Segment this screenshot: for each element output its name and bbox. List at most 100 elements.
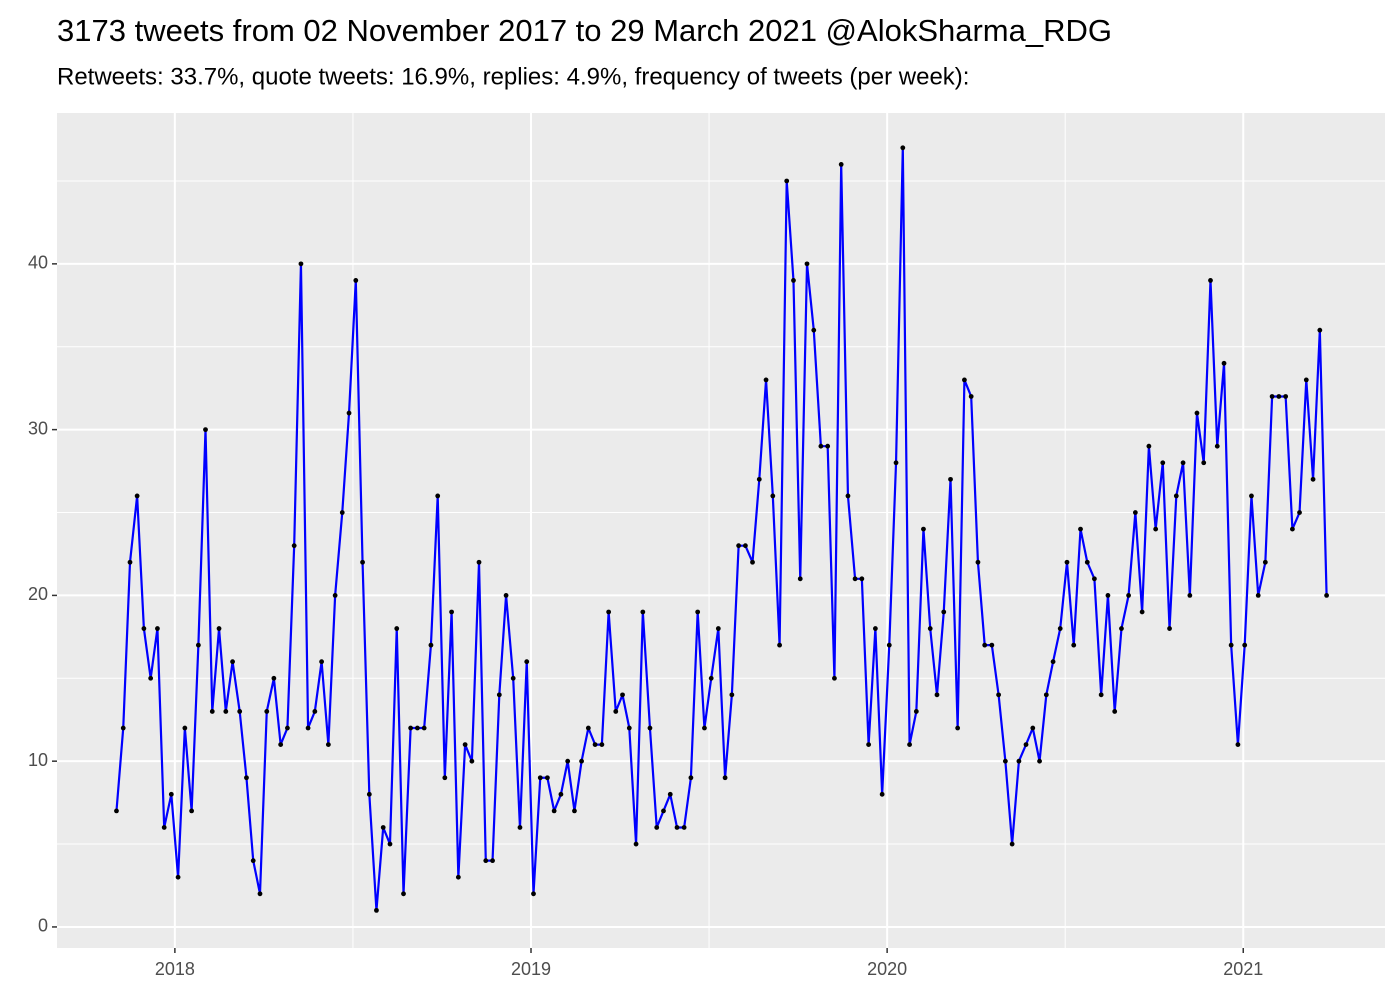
point [1126,593,1131,598]
point [558,791,564,797]
point [681,825,687,830]
plot-background [57,113,1385,948]
point [175,874,181,880]
point [250,858,256,864]
point [394,626,400,631]
point [1084,559,1090,565]
point [1262,559,1268,565]
point [1057,626,1063,631]
point [325,742,331,747]
x-tick-label: 2018 [155,959,195,979]
point [551,808,557,814]
point [1221,360,1227,366]
y-tick-label: 40 [28,253,48,273]
point [1043,692,1049,698]
point [237,709,243,714]
point [722,775,728,781]
point [141,626,147,631]
chart-title: 3173 tweets from 02 November 2017 to 29 … [57,13,1112,48]
point [763,377,769,383]
point [415,725,420,731]
point [633,841,639,847]
point [1119,626,1124,631]
point [852,576,858,582]
point [366,791,372,797]
point [360,559,365,565]
point [469,758,475,764]
point [435,493,441,499]
point [1023,742,1029,747]
point [804,261,810,267]
point [879,791,885,797]
point [496,692,502,698]
point [838,161,844,167]
point [565,758,571,764]
point [1283,394,1289,399]
point [455,874,461,880]
line [115,146,1328,912]
point [1303,377,1309,383]
point [503,593,509,598]
point [1228,642,1234,648]
point [1242,642,1248,648]
point [1180,460,1186,466]
point [1146,443,1152,449]
chart-subtitle: Retweets: 33.7%, quote tweets: 16.9%, re… [57,63,969,90]
point [1194,410,1200,416]
point [223,709,229,714]
point [736,543,742,549]
point [531,891,536,897]
point [401,891,406,897]
point [148,675,154,681]
point [271,675,277,681]
point [872,626,878,631]
point [893,460,899,466]
point [1201,460,1207,466]
point [1255,593,1261,598]
point [1030,725,1036,731]
point [168,791,174,797]
point [866,742,872,747]
point [1208,278,1213,283]
point [989,642,995,648]
point [845,493,851,499]
point [346,410,352,416]
point [449,609,454,615]
point [1235,742,1241,747]
point [968,394,974,399]
point [859,576,865,582]
point [257,891,263,897]
point [1324,593,1329,598]
y-tick-label: 30 [28,418,48,438]
point [278,742,284,747]
point [927,626,933,631]
point [620,692,625,698]
point [462,742,468,747]
point [1249,493,1254,499]
point [729,692,735,698]
point [209,709,215,714]
point [189,808,195,814]
point [1187,593,1193,598]
point [1112,709,1118,714]
point [900,145,906,151]
point [934,692,940,698]
point [312,709,318,714]
point [742,543,748,549]
point [661,808,666,814]
point [1064,559,1070,565]
point [285,725,290,731]
point [708,675,714,681]
point [921,526,926,532]
y-tick-label: 20 [28,584,48,604]
point [182,725,188,731]
point [476,559,482,565]
point [818,443,824,449]
point [428,642,434,648]
point [585,725,591,731]
point [756,476,762,482]
point [592,742,598,747]
point [195,642,201,648]
point [975,559,981,565]
point [955,725,961,731]
